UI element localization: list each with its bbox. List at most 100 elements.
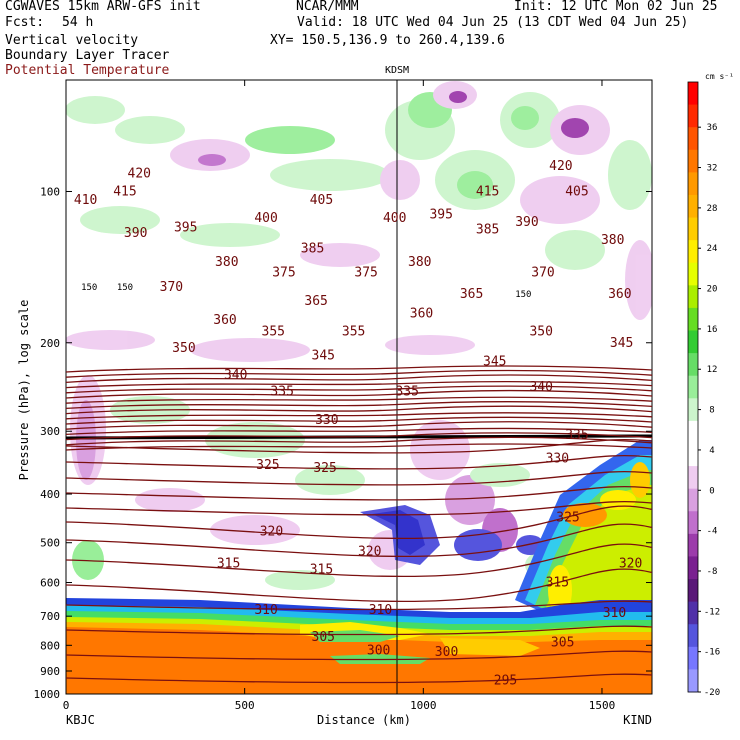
theta-label: 320 <box>260 525 283 540</box>
theta-label: 400 <box>383 211 406 226</box>
field-vertical-velocity: Vertical velocity <box>5 33 139 48</box>
colorbar-swatch <box>688 217 698 241</box>
valid-time: Valid: 18 UTC Wed 04 Jun 25 (13 CDT Wed … <box>297 15 689 30</box>
theta-contour <box>65 505 653 540</box>
theta-label: 370 <box>160 280 183 295</box>
y-tick-label: 900 <box>40 665 60 678</box>
theta-label: 295 <box>494 673 517 688</box>
theta-label: 340 <box>224 368 247 383</box>
y-tick-label: 300 <box>40 425 60 438</box>
forecast-hours: 54 h <box>62 15 94 30</box>
colorbar-swatch <box>688 646 698 670</box>
colorbar-swatch <box>688 579 698 603</box>
theta-label: 390 <box>515 215 538 230</box>
theta-label: 375 <box>354 266 377 281</box>
theta-label: 335 <box>395 384 418 399</box>
theta-label: 315 <box>217 557 240 572</box>
colorbar-swatch <box>688 556 698 580</box>
theta-contour <box>65 471 653 486</box>
station-kdsm-label: KDSM <box>385 65 409 76</box>
tracer-label: 150 <box>81 283 97 293</box>
theta-label: 345 <box>483 355 506 370</box>
colorbar-swatch <box>688 307 698 332</box>
theta-label: 385 <box>301 242 324 257</box>
colorbar-swatch <box>688 466 698 490</box>
field-boundary-layer-tracer: Boundary Layer Tracer <box>5 48 170 63</box>
theta-label: 325 <box>256 458 279 473</box>
mid-level-shading <box>70 375 595 590</box>
colorbar-swatch <box>688 82 698 106</box>
colorbar-labels: 36 32 28 24 20 16 12 8 4 0 -4 -8 -12 -16 -20 <box>698 123 720 698</box>
theta-label: 320 <box>358 544 381 559</box>
theta-contour <box>65 365 653 373</box>
theta-label: 310 <box>603 606 626 621</box>
colorbar-swatch <box>688 398 698 422</box>
colorbar-swatch <box>688 624 698 648</box>
theta-contour <box>65 374 653 384</box>
theta-contour <box>65 400 653 410</box>
colorbar-frame <box>687 81 699 693</box>
colorbar-unit: cm s⁻¹ <box>705 72 734 81</box>
x-axis-ticks: 0 500 1000 1500 <box>63 80 615 712</box>
theta-contour <box>65 455 653 470</box>
colorbar-label: 12 <box>707 365 718 375</box>
colorbar-label: 0 <box>709 486 714 496</box>
colorbar-label: -20 <box>704 688 720 698</box>
colorbar-swatch <box>688 669 698 693</box>
field-potential-temperature: Potential Temperature <box>5 63 170 78</box>
tracer-labels: 150 150 150 <box>81 283 531 300</box>
colorbar-label: -12 <box>704 607 720 617</box>
theta-label: 355 <box>262 325 285 340</box>
colorbar-swatch <box>688 104 698 128</box>
cross-section-endpoints: XY= 150.5,136.9 to 260.4,139.6 <box>270 33 505 48</box>
colorbar-swatch <box>688 375 698 399</box>
colorbar-swatch <box>688 194 698 219</box>
potential-temperature-labels: 420 420 415 415 410 405 405 400 400 395 395 390 390 3… <box>74 159 642 688</box>
colorbar-label: -4 <box>707 527 718 537</box>
theta-label: 310 <box>254 603 277 618</box>
colorbar-swatch <box>688 420 698 444</box>
theta-label: 325 <box>313 461 336 476</box>
colorbar-swatch <box>688 488 698 512</box>
theta-contour <box>65 385 653 394</box>
theta-label: 355 <box>342 325 365 340</box>
theta-label: 360 <box>213 313 236 328</box>
colorbar-swatch <box>688 330 698 354</box>
theta-label: 375 <box>272 266 295 281</box>
colorbar-swatch <box>688 443 698 467</box>
upper-wave-bands <box>66 81 652 362</box>
station-kbjc-label: KBJC <box>66 713 95 727</box>
colorbar-label: -8 <box>707 567 718 577</box>
theta-label: 330 <box>315 413 338 428</box>
theta-contour <box>65 421 653 430</box>
theta-label: 315 <box>546 576 569 591</box>
theta-label: 330 <box>546 452 569 467</box>
theta-label: 320 <box>619 557 642 572</box>
colorbar-swatch <box>688 285 698 309</box>
theta-contour <box>65 568 653 603</box>
colorbar-swatch <box>688 240 698 264</box>
theta-label: 335 <box>565 428 588 443</box>
colorbar-swatch <box>688 353 698 377</box>
theta-contour <box>65 369 653 378</box>
theta-contour <box>65 486 653 501</box>
x-tick-label: 500 <box>235 699 255 712</box>
theta-label: 345 <box>312 348 335 363</box>
theta-contour <box>65 396 653 404</box>
colorbar-swatch <box>688 511 698 535</box>
organization: NCAR/MMM <box>296 0 359 14</box>
y-axis-label: Pressure (hPa), log scale <box>17 300 31 481</box>
colorbar-swatch <box>688 127 698 151</box>
theta-label: 340 <box>529 380 552 395</box>
theta-label: 345 <box>610 336 633 351</box>
theta-label: 380 <box>408 255 431 270</box>
theta-contour <box>65 416 653 425</box>
y-tick-label: 100 <box>40 185 60 198</box>
theta-contour <box>65 380 653 389</box>
colorbar-label: 32 <box>707 164 718 174</box>
theta-label: 410 <box>74 193 97 208</box>
colorbar-label: 24 <box>707 244 718 254</box>
y-tick-label: 700 <box>40 610 60 623</box>
y-tick-label: 500 <box>40 537 60 550</box>
theta-contour <box>65 600 653 611</box>
